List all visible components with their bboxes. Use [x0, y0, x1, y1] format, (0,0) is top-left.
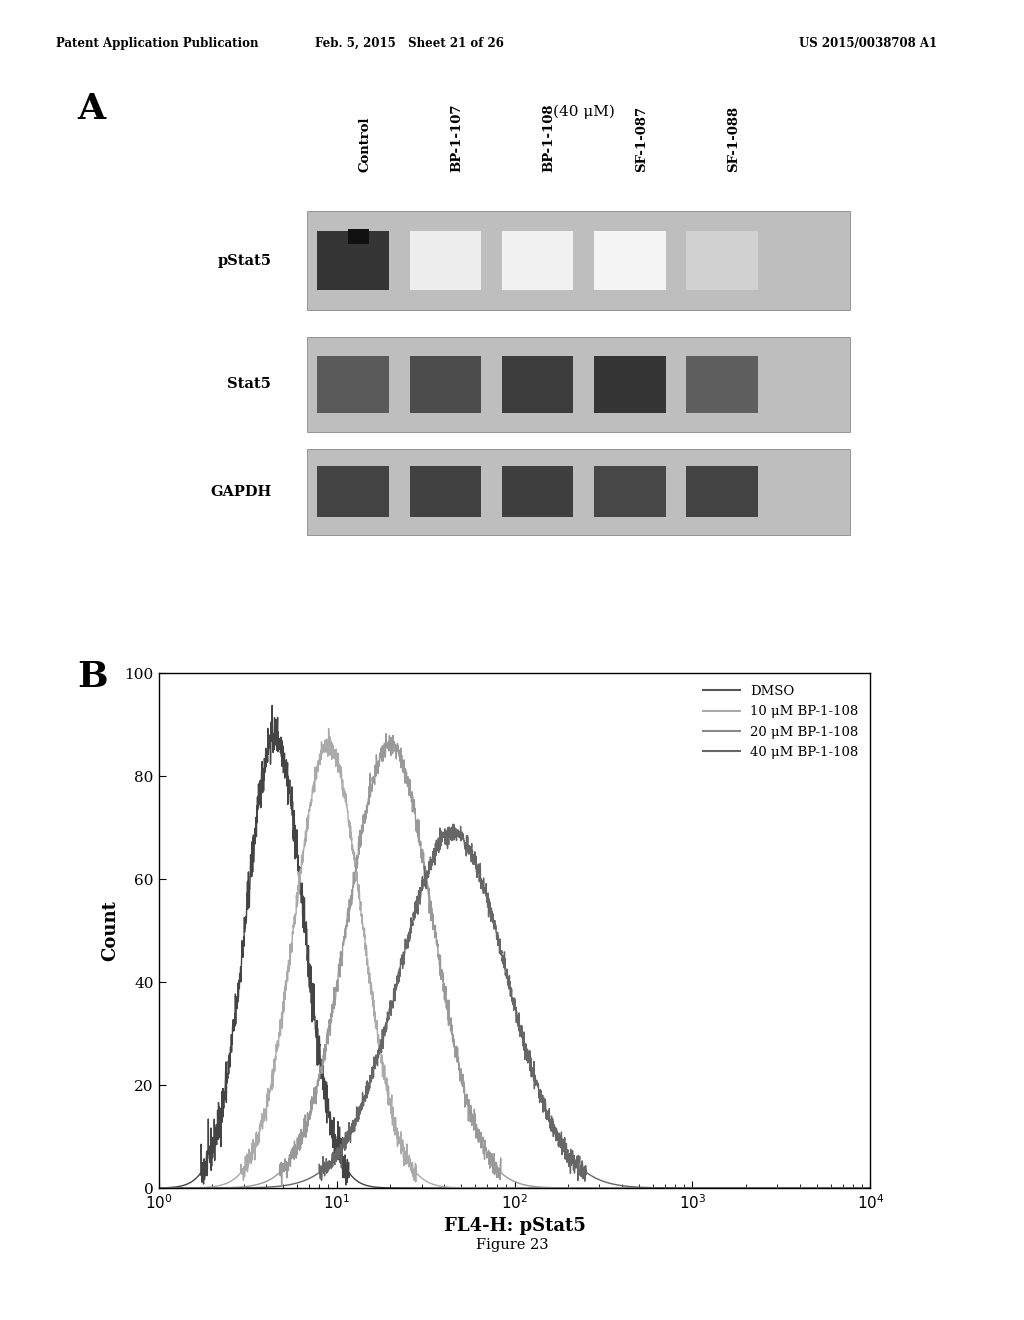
Text: GAPDH: GAPDH: [210, 484, 271, 499]
Text: BP-1-108: BP-1-108: [543, 103, 556, 172]
Text: B: B: [77, 660, 108, 694]
Text: A: A: [77, 92, 104, 127]
Text: Control: Control: [358, 116, 372, 172]
Text: SF-1-088: SF-1-088: [727, 106, 740, 172]
Text: US 2015/0038708 A1: US 2015/0038708 A1: [799, 37, 937, 50]
Text: pStat5: pStat5: [217, 253, 271, 268]
Text: Figure 23: Figure 23: [476, 1238, 548, 1253]
Legend: DMSO, 10 μM BP-1-108, 20 μM BP-1-108, 40 μM BP-1-108: DMSO, 10 μM BP-1-108, 20 μM BP-1-108, 40…: [697, 680, 864, 764]
Y-axis label: Count: Count: [101, 900, 119, 961]
X-axis label: FL4-H: pStat5: FL4-H: pStat5: [443, 1217, 586, 1236]
Text: Patent Application Publication: Patent Application Publication: [56, 37, 259, 50]
Text: (40 μM): (40 μM): [553, 104, 614, 119]
Text: Stat5: Stat5: [227, 378, 271, 391]
Text: BP-1-107: BP-1-107: [451, 103, 464, 172]
Text: SF-1-087: SF-1-087: [635, 106, 648, 172]
Text: Feb. 5, 2015   Sheet 21 of 26: Feb. 5, 2015 Sheet 21 of 26: [315, 37, 504, 50]
